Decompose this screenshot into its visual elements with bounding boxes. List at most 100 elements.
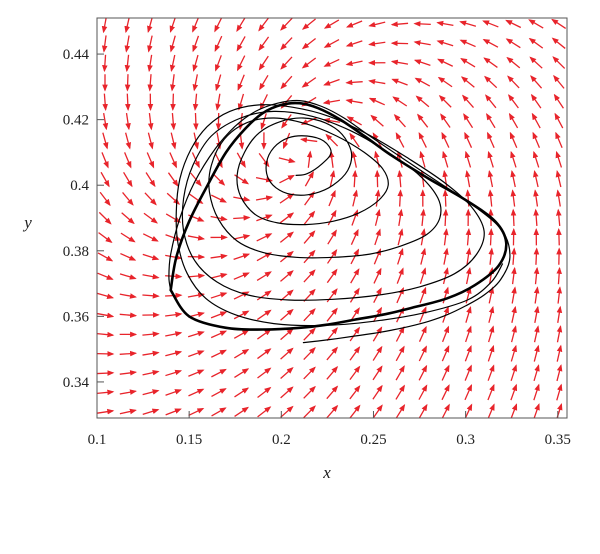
field-arrow: [169, 152, 177, 169]
field-arrow: [510, 325, 517, 343]
field-arrow: [345, 60, 363, 67]
field-arrow: [97, 312, 115, 319]
field-arrow: [351, 150, 357, 168]
field-arrow: [436, 20, 454, 27]
field-arrow: [192, 54, 199, 72]
field-arrow: [144, 192, 157, 206]
field-arrow: [98, 232, 113, 244]
field-arrow: [533, 364, 540, 382]
field-arrow: [510, 208, 517, 227]
field-arrow: [372, 345, 383, 361]
field-arrow: [323, 19, 340, 29]
field-arrow: [413, 21, 431, 27]
field-arrow: [443, 247, 449, 265]
field-arrow: [280, 366, 294, 379]
field-arrow: [257, 406, 272, 418]
field-arrow: [234, 406, 249, 418]
field-arrow: [214, 18, 223, 33]
field-arrow: [465, 228, 472, 246]
field-arrow: [349, 326, 361, 342]
axis-ticks: 0.1 0.15 0.2 0.25 0.3 0.35 0.34 0.36 0.38 0.4 0.42…: [63, 47, 571, 448]
field-arrow: [233, 291, 250, 300]
field-arrow: [328, 150, 335, 168]
field-arrow: [397, 247, 404, 265]
field-arrow: [192, 74, 199, 92]
field-arrow: [505, 38, 521, 49]
field-arrow: [418, 403, 428, 418]
field-arrow: [257, 386, 272, 398]
field-arrow: [373, 267, 382, 284]
field-arrow: [488, 286, 495, 304]
field-arrow: [301, 18, 316, 30]
field-arrow: [533, 403, 540, 418]
field-arrow: [256, 233, 273, 242]
field-arrow: [506, 56, 521, 69]
field-arrow: [100, 171, 110, 188]
field-arrow: [395, 132, 405, 148]
field-arrow: [415, 95, 430, 108]
field-arrow: [533, 383, 540, 401]
field-arrow: [442, 208, 449, 227]
field-arrow: [323, 39, 340, 48]
field-arrow: [487, 131, 495, 148]
field-arrow: [370, 114, 384, 127]
field-arrow: [556, 228, 562, 246]
field-arrow: [119, 312, 138, 318]
field-arrow: [465, 266, 472, 285]
field-arrow: [442, 150, 449, 168]
field-arrow: [374, 228, 381, 246]
field-arrow: [233, 272, 250, 280]
field-arrow: [210, 330, 228, 339]
field-arrow: [443, 228, 449, 246]
field-arrow: [280, 56, 293, 70]
field-arrow: [165, 350, 183, 357]
field-arrow: [465, 169, 471, 188]
field-arrow: [280, 270, 294, 282]
field-arrow: [120, 232, 136, 243]
field-arrow: [188, 369, 205, 377]
field-arrow: [326, 268, 338, 284]
field-arrow: [303, 366, 316, 380]
field-arrow: [352, 189, 358, 207]
field-arrow: [390, 59, 409, 66]
field-arrow: [487, 169, 494, 188]
field-arrow: [488, 247, 494, 265]
field-arrow: [556, 305, 563, 324]
field-arrow: [323, 58, 340, 67]
field-arrow: [280, 37, 293, 51]
field-arrow: [556, 325, 563, 343]
field-arrow: [556, 344, 563, 362]
field-arrow: [165, 331, 183, 337]
field-arrow: [465, 306, 472, 323]
field-arrow: [463, 113, 474, 129]
field-arrow: [97, 272, 114, 280]
field-arrow: [257, 348, 272, 360]
field-arrow: [419, 267, 427, 285]
field-arrow: [303, 347, 316, 361]
field-arrow: [418, 345, 427, 362]
field-arrow: [303, 405, 316, 418]
field-arrow: [322, 99, 340, 105]
field-arrow: [395, 326, 405, 342]
field-arrow: [215, 74, 222, 92]
field-arrow: [237, 55, 246, 72]
field-arrow: [256, 309, 272, 321]
field-arrow: [211, 349, 227, 358]
field-arrow: [119, 370, 138, 376]
field-arrow: [460, 76, 475, 88]
field-arrow: [511, 305, 517, 323]
field-arrow: [530, 93, 542, 109]
field-arrow: [101, 18, 108, 34]
field-arrow: [280, 18, 293, 31]
field-arrow: [349, 365, 361, 381]
field-arrow: [530, 75, 543, 89]
field-arrow: [237, 74, 245, 91]
field-arrow: [212, 173, 226, 186]
field-arrow: [464, 150, 472, 168]
field-arrow: [510, 403, 518, 418]
field-arrow: [556, 266, 562, 285]
field-arrow: [97, 389, 115, 396]
field-arrow: [210, 253, 228, 260]
field-arrow: [533, 305, 540, 323]
field-arrow: [419, 306, 427, 323]
